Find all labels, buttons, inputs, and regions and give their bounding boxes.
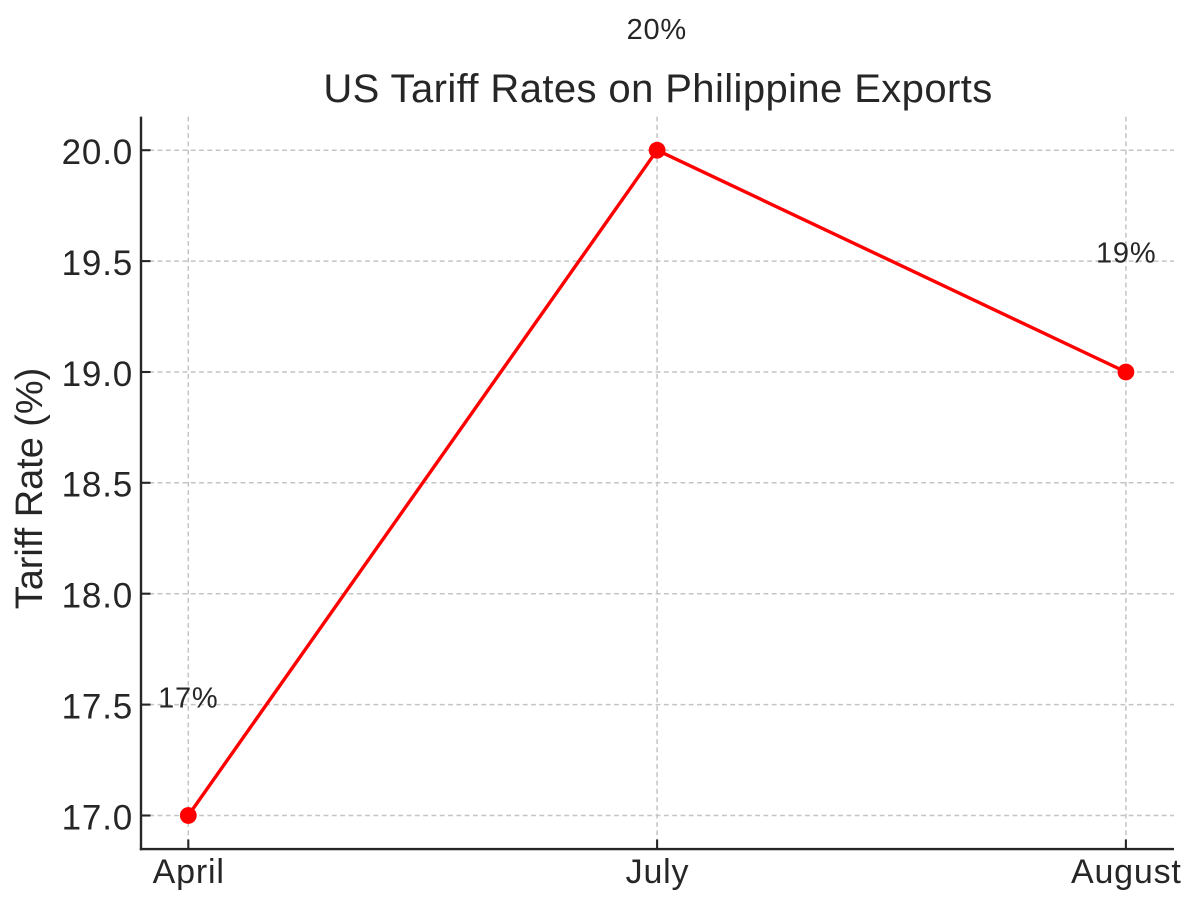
svg-text:US Tariff Rates on Philippine: US Tariff Rates on Philippine Exports — [323, 67, 992, 111]
svg-text:Tariff Rate (%): Tariff Rate (%) — [9, 368, 51, 609]
svg-text:17.5: 17.5 — [62, 687, 133, 726]
svg-text:July: July — [626, 853, 690, 891]
svg-text:17.0: 17.0 — [62, 798, 133, 837]
svg-text:19.0: 19.0 — [62, 355, 133, 394]
svg-text:19.5: 19.5 — [62, 244, 133, 283]
svg-text:19%: 19% — [1096, 237, 1156, 269]
svg-text:20.0: 20.0 — [62, 133, 133, 172]
svg-text:17%: 17% — [158, 682, 218, 714]
svg-text:18.0: 18.0 — [62, 577, 133, 616]
svg-text:April: April — [153, 853, 225, 891]
svg-text:18.5: 18.5 — [62, 466, 133, 505]
svg-text:August: August — [1071, 853, 1182, 891]
svg-text:20%: 20% — [627, 14, 687, 46]
